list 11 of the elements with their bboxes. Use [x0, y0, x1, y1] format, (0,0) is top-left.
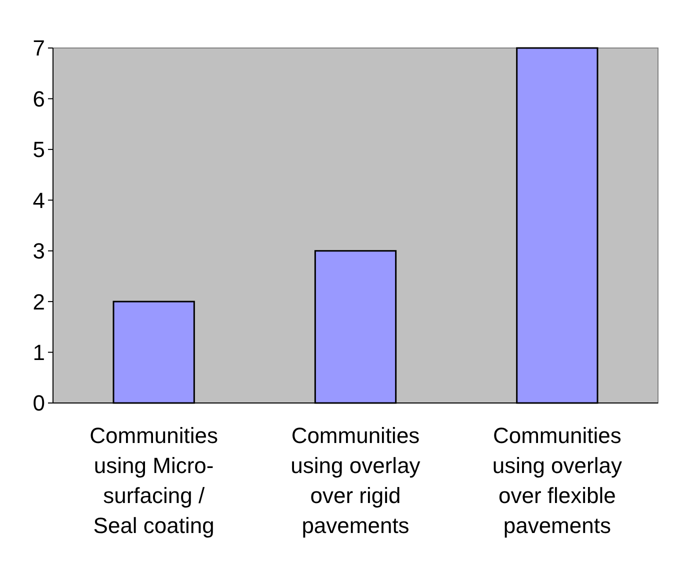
y-tick-label: 2 — [32, 289, 45, 314]
y-tick-label: 0 — [32, 390, 45, 416]
x-tick-label: Communities using overlay over flexible pavements — [492, 423, 622, 538]
y-tick-label: 4 — [32, 188, 45, 213]
y-tick-label: 6 — [32, 86, 45, 112]
x-tick-label: Communities using Micro-surfacing / Seal coating — [90, 423, 218, 538]
y-tick-label: 1 — [32, 340, 45, 365]
y-tick-label: 5 — [32, 137, 45, 162]
y-tick-label: 7 — [32, 36, 45, 61]
y-tick-label: 3 — [32, 238, 45, 264]
x-tick-label: Communities using overlay over rigid pavements — [290, 423, 420, 538]
